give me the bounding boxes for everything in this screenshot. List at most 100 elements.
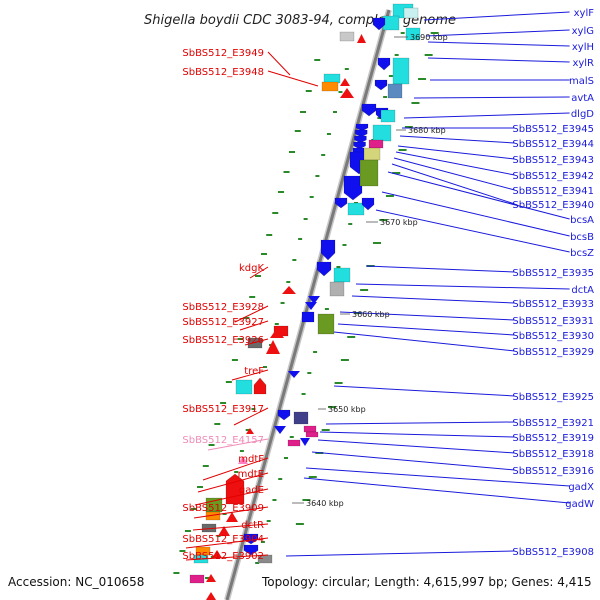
leader-line: [244, 338, 269, 346]
gene-label-sbbs512-e3931: SbBS512_E3931: [512, 316, 594, 327]
gene-feature: [206, 592, 216, 600]
gene-feature: [372, 124, 392, 142]
gene-feature: [368, 139, 384, 149]
gene-label-sbbs512-e3921: SbBS512_E3921: [512, 418, 594, 429]
gene-label-sbbs512-e3908: SbBS512_E3908: [512, 547, 594, 558]
leader-line: [325, 421, 515, 425]
gene-feature: [380, 109, 396, 123]
gene-feature: [347, 202, 365, 216]
leader-line: [285, 550, 515, 557]
gene-feature: [321, 81, 339, 92]
gene-feature: [357, 34, 366, 43]
gene-feature: [235, 379, 253, 395]
leader-line: [319, 431, 515, 438]
gene-label-bcsa: bcsA: [570, 215, 594, 226]
gene-label-sbbs512-e3928: SbBS512_E3928: [182, 302, 264, 313]
leader-line: [397, 145, 515, 160]
gene-label-sbbs512-e3933: SbBS512_E3933: [512, 299, 594, 310]
gene-label-sbbs512-e3925: SbBS512_E3925: [512, 392, 594, 403]
gene-label-sbbs512-e3916: SbBS512_E3916: [512, 466, 594, 477]
gene-feature: [288, 371, 300, 378]
topology-text: Topology: circular; Length: 4,615,997 bp…: [261, 575, 592, 589]
gene-feature: [353, 141, 366, 150]
leader-line: [381, 191, 570, 237]
gene-feature: [274, 426, 286, 434]
leader-line: [365, 265, 515, 273]
gene-label-sbbs512-e3917: SbBS512_E3917: [182, 404, 264, 415]
gene-feature: [354, 129, 368, 138]
leader-line: [239, 320, 269, 331]
gene-label-sbbs512-e3945: SbBS512_E3945: [512, 124, 594, 135]
gene-feature: [382, 15, 400, 31]
gene-label-xylh: xylH: [572, 42, 594, 53]
kbp-marker: 3680 kbp: [408, 126, 446, 135]
gene-feature: [243, 544, 259, 556]
leader-line: [339, 311, 515, 321]
gene-label-dlgd: dlgD: [571, 109, 594, 120]
leader-line: [249, 266, 269, 279]
leader-line: [194, 488, 269, 506]
gene-feature: [339, 31, 355, 42]
gene-feature: [329, 281, 345, 297]
leader-line: [185, 537, 269, 549]
gene-label-sbbs512-e3927: SbBS512_E3927: [182, 317, 264, 328]
gene-feature: [305, 302, 317, 310]
leader-line: [375, 209, 570, 253]
leader-line: [207, 438, 269, 451]
leader-line: [311, 451, 515, 471]
gene-feature: [243, 533, 259, 545]
gene-feature: [340, 78, 350, 86]
gene-feature: [392, 57, 410, 85]
gene-feature: [282, 286, 296, 294]
gene-feature: [317, 313, 335, 335]
gene-label-gade: gadE: [239, 485, 264, 496]
gene-feature: [377, 57, 391, 71]
gene-feature: [206, 574, 216, 582]
gene-feature: [354, 135, 367, 144]
gene-label-sbbs512-e3949: SbBS512_E3949: [182, 48, 264, 59]
gene-feature: [246, 428, 254, 434]
gene-feature: [218, 526, 230, 536]
leader-line: [267, 51, 291, 76]
leader-line: [234, 305, 269, 323]
gene-label-sbbs512-e3918: SbBS512_E3918: [512, 449, 594, 460]
gene-feature: [301, 311, 315, 323]
gene-feature: [343, 175, 363, 201]
leader-line: [231, 369, 269, 381]
gene-label-sbbs512-e4157: SbBS512_E4157: [182, 435, 264, 446]
leader-line: [413, 96, 570, 99]
leader-line: [303, 477, 570, 504]
gene-label-sbbs512-e3926: SbBS512_E3926: [182, 335, 264, 346]
leader-line: [192, 523, 269, 531]
gene-label-sbbs512-e3935: SbBS512_E3935: [512, 268, 594, 279]
gene-label-sbbs512-e3930: SbBS512_E3930: [512, 331, 594, 342]
gene-feature: [340, 88, 354, 98]
leader-line: [399, 135, 515, 144]
gene-label-sbbs512-e3943: SbBS512_E3943: [512, 155, 594, 166]
gene-label-sbbs512-e3929: SbBS512_E3929: [512, 347, 594, 358]
leader-line: [427, 41, 570, 47]
gene-feature: [189, 574, 205, 584]
gene-label-bcsz: bcsZ: [570, 248, 594, 259]
gene-feature: [355, 123, 369, 132]
gene-feature: [323, 73, 341, 84]
gene-feature: [277, 409, 291, 421]
leader-line: [233, 407, 269, 426]
gene-feature: [334, 197, 348, 209]
leader-line: [427, 57, 570, 63]
leader-line: [267, 70, 319, 87]
gene-label-sbbs512-e3944: SbBS512_E3944: [512, 139, 594, 150]
leader-line: [393, 157, 515, 191]
gene-feature: [374, 79, 388, 91]
leader-line: [202, 457, 269, 481]
gene-label-xylg: xylG: [572, 26, 594, 37]
gene-label-gadx: gadX: [568, 482, 594, 493]
gene-feature: [238, 456, 248, 464]
gene-feature: [287, 439, 301, 447]
gene-feature: [212, 550, 222, 558]
gene-feature: [333, 267, 351, 283]
leader-line: [355, 283, 570, 290]
leader-line: [403, 112, 570, 119]
leader-line: [193, 506, 269, 519]
